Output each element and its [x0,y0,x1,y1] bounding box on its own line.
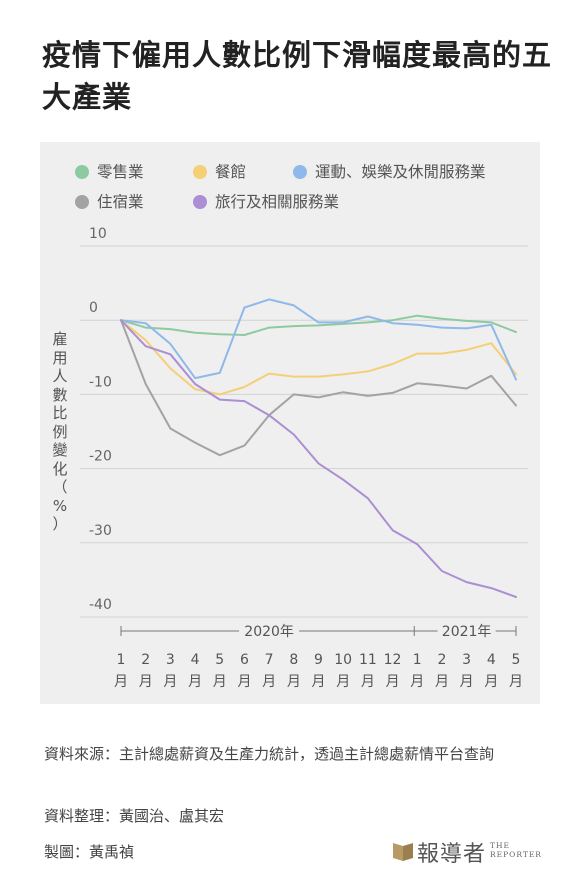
series-line [120,319,517,598]
legend-dot-icon [75,195,89,209]
x-tick-label: 7 [265,652,274,668]
legend-item-restaurant: 餐館 [193,160,246,182]
series-line [120,319,517,457]
x-tick-unit: 月 [410,674,424,690]
y-axis-title-char: 數 [52,385,68,404]
chart-panel [40,142,540,704]
x-tick-label: 2 [437,652,446,668]
legend-item-travel: 旅行及相關服務業 [193,190,339,212]
series-line [120,319,517,396]
legend-item-retail: 零售業 [75,160,144,182]
y-tick-label: -30 [89,523,112,539]
y-tick-label: -10 [89,374,112,390]
legend-label: 旅行及相關服務業 [215,193,340,211]
logo-en-line2: REPORTER [490,850,542,859]
x-tick-unit: 月 [509,674,523,690]
reporter-logo: 報導者 THE REPORTER [392,836,542,868]
x-tick-unit: 月 [262,674,276,690]
x-tick-label: 1 [117,652,126,668]
legend-item-lodging: 住宿業 [75,190,144,212]
logo-en-line1: THE [490,841,511,850]
x-tick-unit: 月 [213,674,227,690]
y-tick-label: 10 [89,226,107,242]
year-label: 2020年 [244,624,294,640]
graphic-note: 製圖：黃禹禎 [44,843,135,861]
y-axis-title-char: % [52,496,68,515]
x-tick-unit: 月 [287,674,301,690]
x-tick-unit: 月 [139,674,153,690]
legend-dot-icon [75,165,89,179]
book-icon [393,843,413,861]
logo-en: THE REPORTER [490,841,542,859]
legend-item-sports: 運動、娛樂及休閒服務業 [293,160,486,182]
legend-dot-icon [193,195,207,209]
x-tick-unit: 月 [435,674,449,690]
legend-label: 住宿業 [97,193,144,211]
x-tick-unit: 月 [336,674,350,690]
y-axis-title-char: 變 [52,441,68,459]
x-tick-label: 4 [487,652,496,668]
series-line [120,314,517,336]
compiled-note: 資料整理：黃國治、盧其宏 [44,807,225,825]
x-tick-unit: 月 [312,674,326,690]
legend-label: 餐館 [215,163,247,181]
y-axis-title-char: 雇 [52,330,68,348]
legend-label: 零售業 [97,163,144,181]
series-line [120,298,517,381]
x-tick-label: 5 [215,652,224,668]
y-tick-label: -40 [89,597,112,613]
x-tick-label: 4 [191,652,200,668]
x-tick-unit: 月 [361,674,375,690]
y-axis-title-char: ） [52,515,68,533]
y-tick-label: 0 [89,300,98,316]
x-tick-unit: 月 [484,674,498,690]
x-tick-unit: 月 [114,674,128,690]
y-axis-title-char: （ [52,478,68,496]
y-tick-label: -20 [89,449,112,465]
y-axis-title-char: 例 [52,422,68,441]
y-axis-title-char: 用 [52,348,68,367]
y-axis-title-char: 人 [52,367,68,385]
x-tick-label: 10 [334,652,352,668]
x-tick-unit: 月 [386,674,400,690]
x-tick-label: 2 [141,652,150,668]
x-tick-label: 8 [289,652,298,668]
x-tick-label: 6 [240,652,249,668]
x-tick-label: 3 [166,652,175,668]
x-tick-unit: 月 [460,674,474,690]
y-axis-title-char: 比 [52,404,68,422]
legend-dot-icon [293,165,307,179]
x-tick-label: 9 [314,652,323,668]
legend-label: 運動、娛樂及休閒服務業 [315,163,486,181]
y-axis-title: 雇用人數比例變化（%） [50,330,70,534]
x-tick-unit: 月 [163,674,177,690]
x-tick-label: 11 [359,652,377,668]
x-tick-label: 5 [512,652,521,668]
chart-title: 疫情下僱用人數比例下滑幅度最高的五大產業 [42,38,553,114]
source-note: 資料來源：主計總處薪資及生產力統計，透過主計總處薪情平台查詢 [44,745,495,763]
year-label: 2021年 [442,624,492,640]
logo-zh: 報導者 [417,842,487,867]
x-tick-label: 12 [384,652,402,668]
y-axis-title-char: 化 [52,459,68,478]
x-tick-unit: 月 [237,674,251,690]
x-tick-label: 3 [462,652,471,668]
x-tick-label: 1 [413,652,422,668]
x-tick-unit: 月 [188,674,202,690]
legend-dot-icon [193,165,207,179]
